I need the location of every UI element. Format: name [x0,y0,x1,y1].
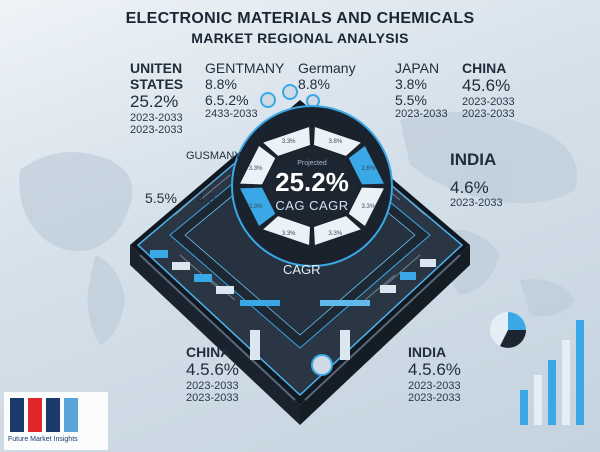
ring-segment [313,216,361,245]
ring-segment [348,145,384,185]
ring-segment [240,145,276,185]
center-cagr-value: 25.2% [275,167,349,197]
region-india-top-period: 2023-2033 [450,197,503,210]
region-india-top: INDIA 4.6% 2023-2033 [450,150,503,210]
ring-segment [348,187,384,227]
ring-segment-label: 3.8% [328,139,342,145]
region-india-bottom: INDIA 4.5.6% 2023-2033 2023-2033 [408,344,461,405]
decor-bar-chart [490,312,584,425]
fmi-logo [4,392,108,450]
region-germany-1-value-1: 8.8% [205,76,237,93]
board-cagr-label: CAGR [283,262,321,277]
region-china-top-value: 45.6% [462,76,511,96]
region-japan-period: 2023-2033 [395,108,448,121]
region-china-bottom: CHINA 4.5.6% 2023-2033 2023-2033 [186,344,239,405]
ring-segment-label: 3.3% [282,231,296,237]
region-japan-value-1: 3.8% [395,76,427,93]
region-gusmany-name: GUSMANY [186,150,242,162]
region-us-name-1: UNITEN [130,60,183,76]
center-cagr-top: Projected [297,160,327,167]
region-germany-1: GENTMANY 8.8% 6.5.2% 2433-2033 [205,60,284,121]
region-india-bottom-name: INDIA [408,344,447,360]
center-cagr-card: Projected 25.2% CAG CAGR [252,160,372,213]
ring-segment [313,127,361,156]
region-china-bottom-name: CHINA [186,344,231,360]
region-india-bottom-period-2: 2023-2033 [408,392,461,405]
region-japan-value-2: 5.5% [395,92,427,109]
region-us-period-2: 2023-2033 [130,124,183,137]
region-china-bottom-period-2: 2023-2033 [186,392,239,405]
ring-segment [240,187,276,227]
ring-segment-label: 3.3% [249,166,263,172]
title-line-1: ELECTRONIC MATERIALS AND CHEMICALS [125,10,475,27]
region-china-bottom-value: 4.5.6% [186,360,239,380]
region-china-top: CHINA 45.6% 2023-2033 2023-2033 [462,60,515,121]
region-china-top-period-2: 2023-2033 [462,108,515,121]
region-us-name-2: STATES [130,76,184,93]
center-cagr-sub: CAG CAGR [275,198,349,213]
region-gusmany-value-2: 5.5% [145,190,177,206]
region-germany-2-value: 8.8% [298,76,330,93]
ring-center [266,148,358,224]
ring-segment-label: 2.6% [362,166,376,172]
ring-segment [263,216,311,245]
board-modules [150,84,436,376]
region-china-top-name: CHINA [462,60,507,76]
ring-segment-label: 3.3% [282,139,296,145]
ring-segment-label: 3.3% [249,204,263,210]
region-us-value: 25.2% [130,92,179,112]
region-india-top-name: INDIA [450,150,497,169]
region-gusmany-value-1: 4.5 [196,190,216,206]
region-japan: JAPAN 3.8% 5.5% 2023-2033 [395,60,448,121]
region-us: UNITEN STATES 25.2% 2023-2033 2023-2033 [130,60,183,137]
region-china-top-period-1: 2023-2033 [462,95,515,108]
region-germany-1-period: 2433-2033 [205,108,258,121]
region-india-bottom-period-1: 2023-2033 [408,379,461,392]
region-china-bottom-period-1: 2023-2033 [186,379,239,392]
region-germany-2: Germany 8.8% [298,60,356,92]
ring-segment-label: 3.3% [328,231,342,237]
ring-segment-label: 3.3% [362,204,376,210]
region-india-bottom-value: 4.5.6% [408,360,461,380]
title-line-2: MARKET REGIONAL ANALYSIS [191,30,409,46]
region-india-top-value: 4.6% [450,177,489,197]
cagr-ring: 3.8% 2.6% 3.3% 3.3% 3.3% 3.3% 3.3% 3.3% [231,105,393,267]
region-germany-1-name: GENTMANY [205,60,285,76]
region-japan-name: JAPAN [395,60,440,76]
region-germany-2-name: Germany [298,60,356,76]
region-us-period-1: 2023-2033 [130,111,183,124]
ring-segment [263,127,311,156]
fmi-logo-caption: Future Market Insights [8,436,78,443]
region-germany-1-value-2: 6.5.2% [205,92,249,109]
